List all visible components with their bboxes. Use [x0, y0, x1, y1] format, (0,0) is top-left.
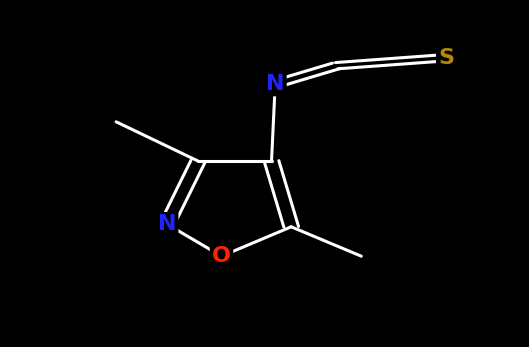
Text: N: N	[266, 74, 285, 94]
Text: S: S	[438, 48, 454, 68]
Text: O: O	[212, 246, 231, 266]
Text: N: N	[158, 214, 176, 234]
